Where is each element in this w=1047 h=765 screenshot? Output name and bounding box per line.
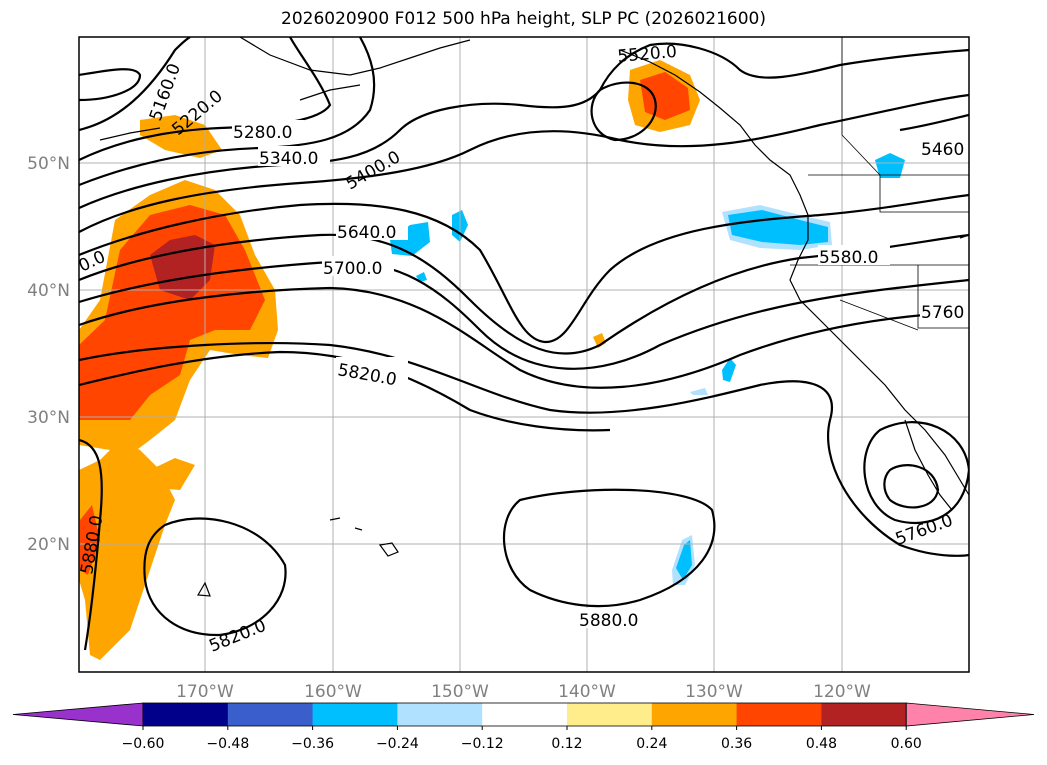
lon-label-120w: 120°W bbox=[813, 682, 871, 702]
colorbar-segment bbox=[482, 703, 568, 726]
colorbar-tick-label: 0.48 bbox=[806, 736, 837, 752]
colorbar-border bbox=[142, 702, 907, 727]
lon-label-150w: 150°W bbox=[431, 682, 489, 702]
contour-label-5580: 5580.0 bbox=[819, 248, 878, 268]
lat-label-20n: 20°N bbox=[27, 535, 70, 555]
coastlines bbox=[99, 37, 969, 597]
colorbar-tick-label: −0.12 bbox=[461, 736, 504, 752]
lon-label-160w: 160°W bbox=[304, 682, 362, 702]
height-contours bbox=[79, 37, 969, 651]
colorbar-extend-low bbox=[12, 702, 144, 727]
colorbar-tick-label: 0.36 bbox=[721, 736, 752, 752]
lon-label-170w: 170°W bbox=[176, 682, 234, 702]
map-area bbox=[79, 37, 969, 672]
colorbar-tick-label: 0.12 bbox=[551, 736, 582, 752]
contour-label-5280: 5280.0 bbox=[233, 123, 292, 143]
contour-label-5340: 5340.0 bbox=[259, 149, 318, 169]
contour-label-5700: 5700.0 bbox=[323, 259, 382, 279]
contour-label-5460: 5460 bbox=[921, 140, 964, 160]
colorbar-segment bbox=[651, 703, 738, 726]
contour-label-5760-east: 5760 bbox=[921, 303, 964, 323]
positive-anomaly-shading bbox=[79, 60, 700, 660]
colorbar-tick-label: −0.36 bbox=[291, 736, 334, 752]
lon-label-130w: 130°W bbox=[685, 682, 743, 702]
colorbar-tick-label: −0.60 bbox=[122, 736, 165, 752]
colorbar-tick-label: −0.48 bbox=[206, 736, 249, 752]
lon-label-140w: 140°W bbox=[558, 682, 616, 702]
negative-anomaly-shading bbox=[390, 153, 905, 585]
colorbar-tick-label: 0.24 bbox=[636, 736, 667, 752]
map-border bbox=[78, 36, 970, 673]
latitude-labels: 50°N 40°N 30°N 20°N bbox=[27, 154, 70, 555]
longitude-labels: 170°W 160°W 150°W 140°W 130°W 120°W bbox=[176, 682, 871, 702]
lat-label-30n: 30°N bbox=[27, 408, 70, 428]
colorbar-extend-high bbox=[905, 702, 1035, 727]
contour-label-5640: 5640.0 bbox=[337, 223, 396, 243]
colorbar-segment bbox=[143, 703, 229, 726]
contour-label-5880-center: 5880.0 bbox=[579, 611, 638, 631]
colorbar: −0.60 −0.48 −0.36 −0.24 −0.12 0.12 0.24 0.36 0.4… bbox=[12, 702, 1035, 752]
map-title: 2026020900 F012 500 hPa height, SLP PC (… bbox=[281, 9, 766, 29]
colorbar-tick-label: −0.24 bbox=[376, 736, 419, 752]
graticule bbox=[79, 37, 969, 672]
colorbar-tick-label: 0.60 bbox=[891, 736, 922, 752]
lat-label-50n: 50°N bbox=[27, 154, 70, 174]
colorbar-segment bbox=[821, 703, 907, 726]
colorbar-segment bbox=[312, 703, 398, 726]
contour-label-masks bbox=[232, 120, 969, 628]
colorbar-segment bbox=[736, 703, 822, 726]
lat-label-40n: 40°N bbox=[27, 281, 70, 301]
colorbar-segment bbox=[567, 703, 653, 726]
colorbar-segment bbox=[397, 703, 483, 726]
colorbar-segment bbox=[227, 703, 314, 726]
